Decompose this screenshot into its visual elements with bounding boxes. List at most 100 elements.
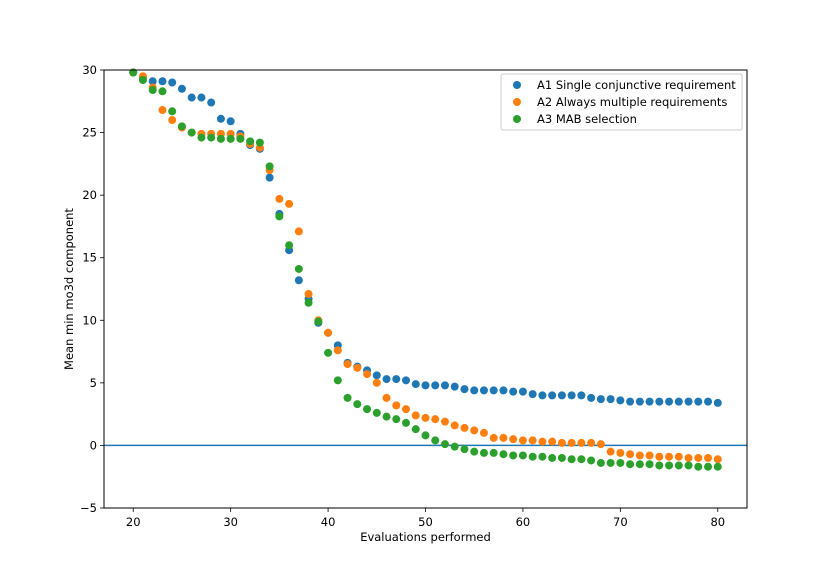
data-point — [567, 455, 576, 464]
data-point — [402, 418, 411, 427]
data-point — [402, 405, 411, 414]
legend-marker — [513, 81, 521, 89]
x-axis-label: Evaluations performed — [360, 530, 491, 544]
legend-items: A1 Single conjunctive requirement A2 Alwa… — [513, 78, 736, 126]
data-point — [275, 194, 284, 203]
data-point — [431, 415, 440, 424]
data-point — [168, 116, 177, 125]
data-point — [187, 93, 196, 102]
data-point — [275, 212, 284, 221]
data-point — [577, 438, 586, 447]
data-point — [674, 461, 683, 470]
data-point — [479, 428, 488, 437]
data-point — [713, 455, 722, 464]
data-point — [499, 433, 508, 442]
data-point — [626, 460, 635, 469]
data-point — [587, 438, 596, 447]
data-point — [236, 134, 245, 143]
data-point — [694, 462, 703, 471]
legend-marker — [513, 98, 521, 106]
data-point — [479, 386, 488, 395]
data-point — [684, 397, 693, 406]
data-point — [538, 391, 547, 400]
data-point — [557, 438, 566, 447]
data-point — [577, 455, 586, 464]
data-point — [645, 451, 654, 460]
legend-label: A1 Single conjunctive requirement — [537, 78, 736, 92]
data-point — [363, 370, 372, 379]
data-point — [304, 290, 313, 299]
data-point — [567, 391, 576, 400]
y-tick-label: 25 — [82, 126, 97, 140]
data-point — [450, 382, 459, 391]
y-tick-label: −5 — [80, 501, 97, 515]
data-point — [606, 447, 615, 456]
legend-label: A3 MAB selection — [537, 112, 637, 126]
data-point — [460, 385, 469, 394]
data-point — [635, 397, 644, 406]
data-point — [168, 78, 177, 87]
data-point — [596, 395, 605, 404]
data-point — [314, 317, 323, 326]
y-axis-ticks: −5 0 5 10 15 20 25 30 — [80, 63, 104, 515]
data-point — [392, 401, 401, 410]
y-tick-label: 15 — [82, 251, 97, 265]
data-point — [129, 68, 138, 77]
data-point — [509, 435, 518, 444]
data-point — [499, 450, 508, 459]
data-point — [255, 138, 264, 147]
x-tick-label: 70 — [613, 515, 628, 529]
data-point — [392, 375, 401, 384]
data-point — [665, 397, 674, 406]
data-point — [158, 77, 167, 86]
data-point — [333, 376, 342, 385]
data-point — [645, 460, 654, 469]
data-point — [294, 264, 303, 273]
y-tick-label: 10 — [82, 313, 97, 327]
data-point — [148, 77, 157, 86]
legend-marker — [513, 115, 521, 123]
data-point — [353, 363, 362, 372]
data-point — [216, 134, 225, 143]
data-point — [548, 453, 557, 462]
data-point — [479, 448, 488, 457]
data-point — [528, 452, 537, 461]
y-tick-label: 20 — [82, 188, 97, 202]
data-point — [665, 452, 674, 461]
data-point — [285, 199, 294, 208]
data-point — [294, 276, 303, 285]
data-point — [489, 448, 498, 457]
x-axis-ticks: 20 30 40 50 60 70 80 — [126, 508, 725, 529]
data-point — [518, 387, 527, 396]
data-point — [216, 114, 225, 123]
data-point — [713, 398, 722, 407]
data-point — [440, 440, 449, 449]
data-point — [655, 452, 664, 461]
data-point — [207, 98, 216, 107]
data-point — [431, 381, 440, 390]
data-point — [197, 93, 206, 102]
data-point — [557, 391, 566, 400]
data-point — [372, 371, 381, 380]
data-point — [557, 453, 566, 462]
data-point — [626, 450, 635, 459]
data-point — [704, 397, 713, 406]
data-point — [665, 461, 674, 470]
data-point — [616, 396, 625, 405]
data-point — [324, 348, 333, 357]
data-point — [694, 453, 703, 462]
data-point — [382, 412, 391, 421]
data-point — [577, 391, 586, 400]
data-point — [226, 134, 235, 143]
x-tick-label: 50 — [418, 515, 433, 529]
y-tick-label: 5 — [90, 376, 97, 390]
data-point — [606, 458, 615, 467]
data-point — [187, 128, 196, 137]
data-point — [431, 436, 440, 445]
x-tick-label: 60 — [516, 515, 531, 529]
data-point — [596, 458, 605, 467]
data-point — [148, 86, 157, 95]
data-point — [587, 393, 596, 402]
data-point — [333, 346, 342, 355]
data-point — [294, 227, 303, 236]
